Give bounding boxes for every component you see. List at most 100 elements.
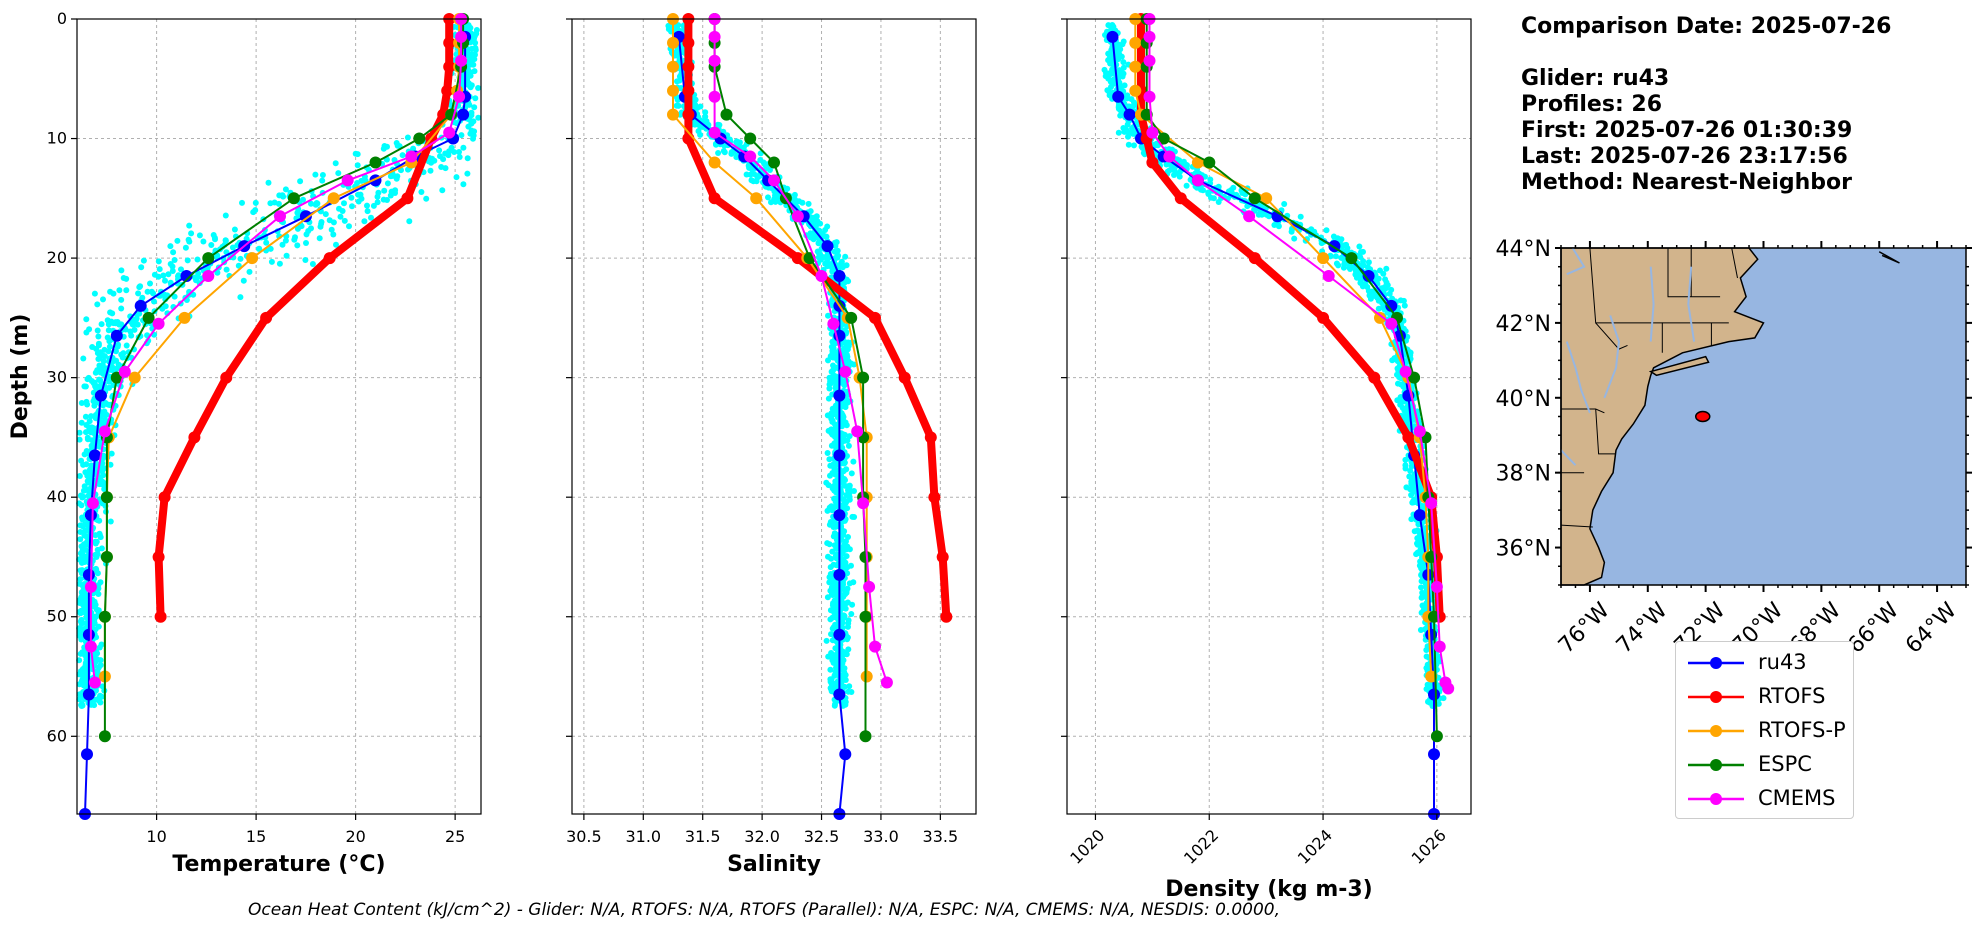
scatter-point bbox=[837, 261, 844, 268]
scatter-point bbox=[843, 262, 850, 269]
series-point-espc bbox=[1140, 108, 1153, 121]
scatter-point bbox=[456, 154, 463, 160]
info-block: Comparison Date: 2025-07-26 Glider: ru43… bbox=[1521, 14, 1891, 196]
scatter-point bbox=[1271, 222, 1278, 228]
series-point-espc bbox=[1157, 132, 1170, 145]
scatter-point bbox=[313, 200, 320, 206]
scatter-point bbox=[358, 195, 365, 202]
scatter-point bbox=[84, 376, 91, 383]
series-point-cmems bbox=[1433, 640, 1446, 653]
scatter-point bbox=[841, 482, 848, 489]
scatter-point bbox=[824, 223, 831, 230]
scatter-point bbox=[194, 256, 201, 263]
series-point-rtofs-p bbox=[1191, 156, 1204, 169]
scatter-point bbox=[194, 274, 201, 281]
scatter-point bbox=[1163, 161, 1170, 168]
scatter-point bbox=[76, 473, 83, 479]
scatter-point bbox=[475, 85, 482, 91]
scatter-point bbox=[471, 35, 477, 42]
scatter-point bbox=[1115, 104, 1122, 111]
scatter-point bbox=[170, 249, 177, 256]
scatter-point bbox=[84, 434, 91, 441]
series-point-ru43 bbox=[134, 299, 147, 312]
series-point-rtofs bbox=[220, 371, 233, 384]
scatter-point bbox=[464, 155, 471, 162]
scatter-point bbox=[76, 600, 83, 606]
scatter-point bbox=[468, 82, 475, 89]
x-tick-label: 33.0 bbox=[863, 827, 899, 846]
series-point-cmems bbox=[1322, 270, 1335, 282]
series-point-cmems bbox=[744, 150, 757, 163]
series-point-cmems bbox=[443, 126, 456, 139]
scatter-point bbox=[76, 691, 83, 698]
scatter-point bbox=[840, 532, 847, 538]
scatter-point bbox=[1102, 73, 1109, 80]
scatter-point bbox=[184, 257, 191, 264]
scatter-point bbox=[842, 672, 849, 678]
scatter-point bbox=[83, 329, 90, 336]
scatter-point bbox=[79, 553, 86, 560]
series-point-ru43 bbox=[1385, 299, 1398, 312]
scatter-point bbox=[174, 237, 181, 244]
scatter-point bbox=[820, 254, 827, 261]
scatter-point bbox=[237, 294, 244, 301]
scatter-point bbox=[118, 267, 125, 274]
scatter-point bbox=[850, 579, 857, 586]
scatter-point bbox=[1399, 404, 1406, 411]
series-point-cmems bbox=[1146, 126, 1159, 139]
scatter-point bbox=[404, 134, 411, 141]
scatter-point bbox=[77, 576, 84, 583]
series-point-cmems bbox=[455, 30, 468, 43]
series-point-rtofs bbox=[682, 36, 695, 49]
scatter-point bbox=[1101, 66, 1108, 73]
scatter-point bbox=[135, 290, 142, 297]
scatter-point bbox=[399, 152, 406, 159]
scatter-point bbox=[144, 288, 151, 295]
scatter-point bbox=[92, 538, 99, 545]
scatter-point bbox=[214, 269, 221, 276]
series-point-espc bbox=[142, 311, 155, 324]
lat-label: 40°N bbox=[1496, 387, 1551, 412]
series-point-cmems bbox=[88, 676, 101, 689]
scatter-point bbox=[1374, 294, 1381, 301]
scatter-point bbox=[167, 243, 174, 250]
scatter-point bbox=[308, 200, 314, 207]
scatter-point bbox=[468, 112, 475, 119]
x-tick-label: 31.5 bbox=[685, 827, 721, 846]
series-point-ru43 bbox=[839, 748, 852, 761]
scatter-point bbox=[283, 252, 290, 259]
scatter-point bbox=[229, 244, 236, 251]
series-point-cmems bbox=[202, 270, 215, 282]
series-point-cmems bbox=[455, 54, 468, 67]
scatter-point bbox=[825, 427, 832, 434]
scatter-point bbox=[188, 230, 195, 237]
scatter-point bbox=[167, 261, 174, 267]
scatter-point bbox=[346, 223, 352, 230]
scatter-point bbox=[186, 222, 193, 229]
series-point-rtofs-p bbox=[327, 192, 340, 205]
scatter-point bbox=[116, 287, 123, 294]
scatter-point bbox=[825, 312, 831, 319]
scatter-point bbox=[94, 327, 101, 334]
scatter-point bbox=[451, 149, 458, 155]
legend-swatch bbox=[1688, 657, 1744, 669]
scatter-point bbox=[335, 170, 342, 177]
scatter-point bbox=[799, 199, 806, 206]
scatter-point bbox=[825, 653, 832, 660]
series-point-rtofs bbox=[869, 311, 881, 324]
series-point-cmems bbox=[839, 365, 852, 378]
scatter-point bbox=[846, 433, 853, 440]
series-point-cmems bbox=[708, 126, 721, 139]
state-border bbox=[1731, 247, 1738, 279]
scatter-point bbox=[850, 458, 857, 465]
scatter-point bbox=[839, 321, 846, 328]
scatter-point bbox=[829, 410, 836, 417]
series-point-cmems bbox=[815, 270, 828, 282]
y-tick-label: 20 bbox=[47, 248, 67, 267]
scatter-point bbox=[175, 273, 182, 280]
scatter-point bbox=[105, 327, 112, 334]
scatter-point bbox=[106, 338, 113, 345]
scatter-point bbox=[104, 317, 111, 324]
series-point-cmems bbox=[274, 210, 286, 223]
